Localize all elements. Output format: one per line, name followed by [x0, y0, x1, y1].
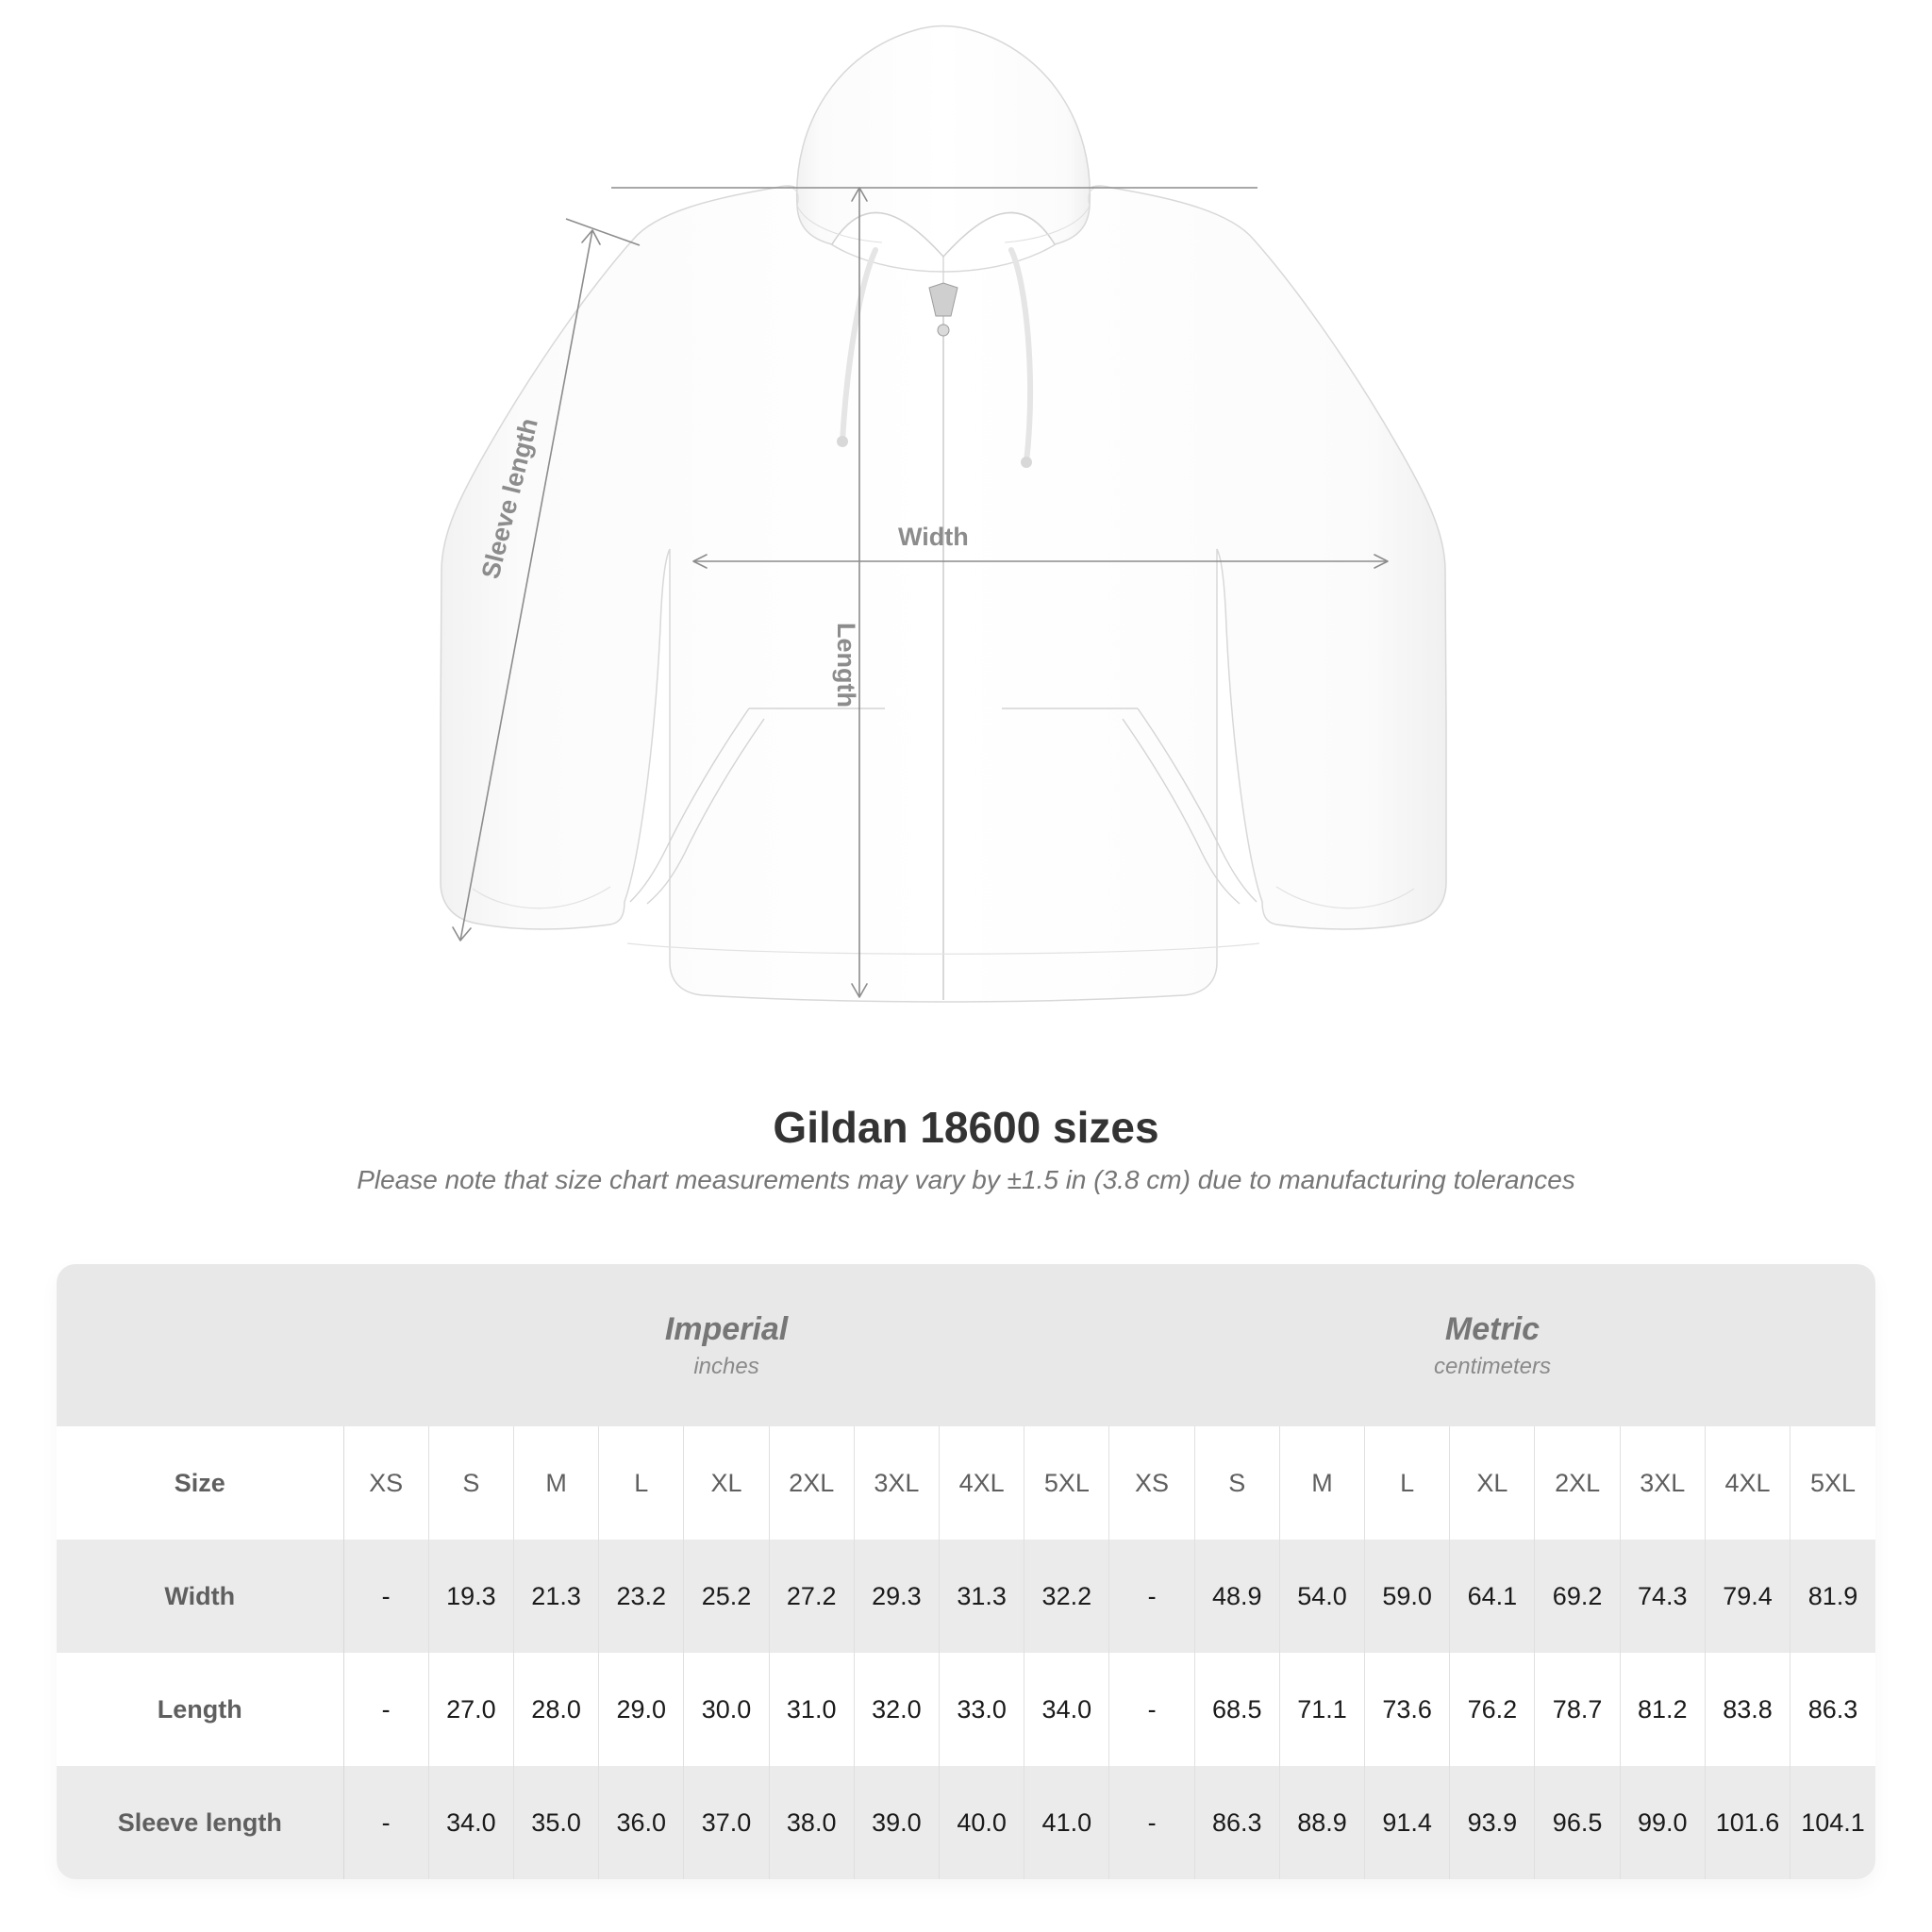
svg-text:Width: Width: [898, 523, 969, 551]
svg-text:Length: Length: [832, 623, 860, 708]
